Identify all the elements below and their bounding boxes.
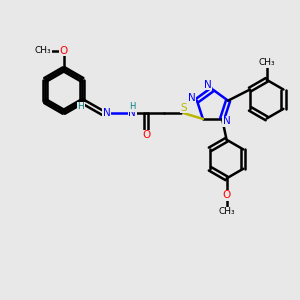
Text: CH₃: CH₃ — [35, 46, 51, 55]
Text: O: O — [223, 190, 231, 200]
Text: H: H — [77, 102, 84, 111]
Text: N: N — [103, 108, 111, 118]
Text: O: O — [60, 46, 68, 56]
Text: S: S — [180, 103, 187, 113]
Text: N: N — [223, 116, 231, 126]
Text: N: N — [204, 80, 212, 90]
Text: N: N — [128, 108, 136, 118]
Text: N: N — [188, 93, 196, 103]
Text: CH₃: CH₃ — [258, 58, 275, 67]
Text: H: H — [129, 102, 136, 111]
Text: CH₃: CH₃ — [218, 208, 235, 217]
Text: O: O — [142, 130, 150, 140]
